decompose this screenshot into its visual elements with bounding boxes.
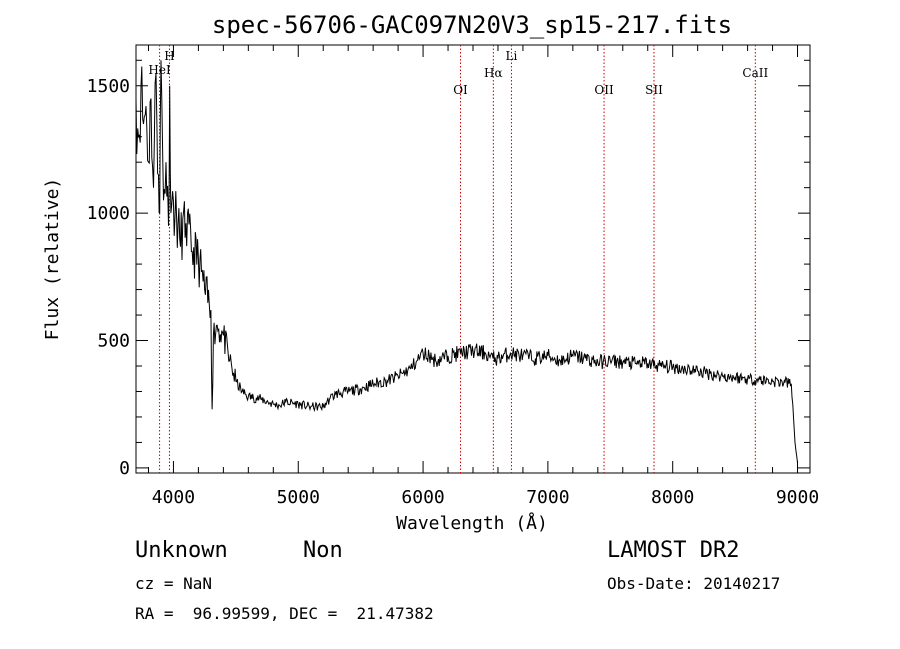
spectral-line-label: CaII [742,66,768,80]
x-tick-label: 6000 [401,487,444,508]
coordinates: RA = 96.99599, DEC = 21.47382 [135,604,434,623]
y-axis: 0 500 1000 1500 [87,59,810,479]
x-tick-label: 7000 [526,487,569,508]
spectrum-line [135,60,798,463]
spectral-line-label: Hα [484,66,503,80]
y-tick-label: 500 [97,331,130,352]
chart-title: spec-56706-GAC097N20V3_sp15-217.fits [212,11,732,39]
object-name: Unknown [135,538,228,563]
x-axis: 4000 5000 6000 7000 8000 9000 [147,45,819,508]
spectral-line-label: OII [594,83,614,97]
spectral-line-label: OI [453,83,468,97]
survey-name: LAMOST DR2 [607,538,740,563]
x-tick-label: 5000 [277,487,320,508]
y-tick-label: 1500 [87,76,130,97]
observation-date: Obs-Date: 20140217 [607,574,781,593]
x-tick-label: 4000 [152,487,195,508]
y-axis-label: Flux (relative) [42,178,63,341]
spectral-line-label: Li [506,49,518,63]
spectral-line-label: H [164,49,174,63]
y-tick-label: 1000 [87,203,130,224]
redshift-value: cz = NaN [135,574,213,593]
spectral-line-label: HeI [148,63,171,77]
x-axis-label: Wavelength (Å) [396,512,548,534]
y-tick-label: 0 [119,458,130,479]
plot-frame [135,44,811,474]
object-class: Non [303,538,343,563]
x-tick-label: 8000 [651,487,694,508]
spectral-line-label: SII [645,83,663,97]
x-tick-label: 9000 [776,487,819,508]
